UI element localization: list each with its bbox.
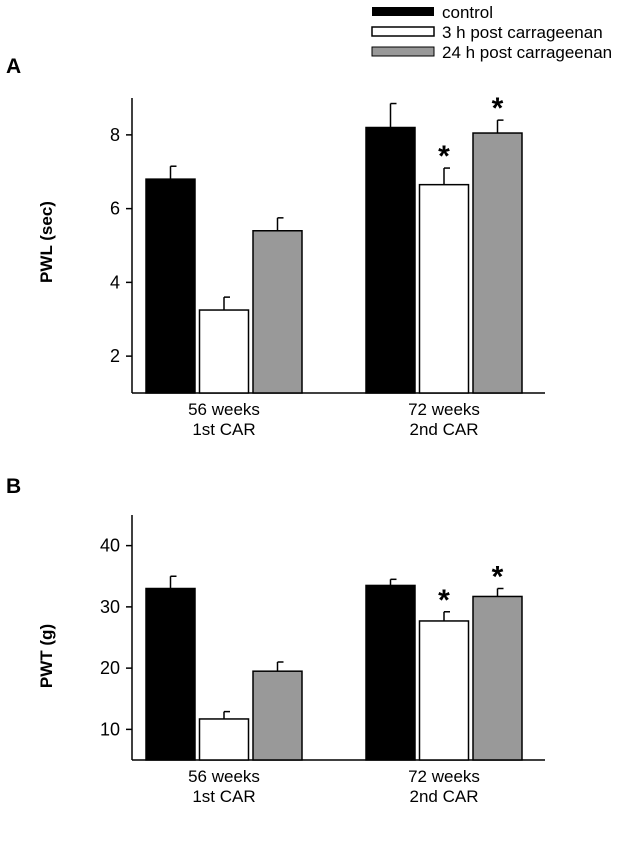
y-tick-label: 30 [100, 597, 120, 617]
significance-marker: * [492, 561, 504, 594]
legend-label-control: control [442, 3, 493, 22]
bar-b-24-h-post-carrageenan-1 [252, 670, 303, 761]
bar-a-3-h-post-carrageenan-1 [198, 309, 250, 394]
bar-b-control-2 [365, 584, 416, 761]
y-tick-label: 8 [110, 125, 120, 145]
bar-a-control-1 [145, 178, 196, 394]
y-tick-label: 2 [110, 346, 120, 366]
panel-a-label: A [6, 55, 21, 78]
bar-a-3-h-post-carrageenan-2 [418, 183, 470, 394]
bar-a-24-h-post-carrageenan-2 [472, 132, 523, 394]
bar-b-24-h-post-carrageenan-2 [472, 595, 523, 761]
category-label-line2: 1st CAR [192, 420, 255, 439]
y-tick-label: 6 [110, 199, 120, 219]
category-label-line1: 56 weeks [188, 767, 260, 786]
legend-swatch-24h [371, 46, 435, 57]
legend: control 3 h post carrageenan 24 h post c… [371, 3, 612, 62]
category-label-line2: 1st CAR [192, 787, 255, 806]
panel-a-ylabel: PWL (sec) [37, 201, 56, 283]
panel-b-label: B [6, 475, 21, 498]
significance-marker: * [438, 584, 450, 617]
panel-b-ylabel: PWT (g) [37, 624, 56, 688]
y-tick-label: 4 [110, 272, 120, 292]
category-label-line2: 2nd CAR [410, 420, 479, 439]
category-label-line1: 72 weeks [408, 767, 480, 786]
y-tick-label: 20 [100, 658, 120, 678]
category-label-line1: 72 weeks [408, 400, 480, 419]
bar-b-control-1 [145, 587, 196, 761]
category-label-line2: 2nd CAR [410, 787, 479, 806]
bar-a-control-2 [365, 126, 416, 394]
legend-label-3h: 3 h post carrageenan [442, 23, 603, 42]
significance-marker: * [492, 92, 504, 125]
legend-label-24h: 24 h post carrageenan [442, 43, 612, 62]
y-tick-label: 40 [100, 536, 120, 556]
category-label-line1: 56 weeks [188, 400, 260, 419]
bar-b-3-h-post-carrageenan-2 [418, 620, 470, 761]
bar-b-3-h-post-carrageenan-1 [198, 718, 250, 761]
legend-swatch-3h [371, 26, 435, 37]
bar-a-24-h-post-carrageenan-1 [252, 230, 303, 394]
significance-marker: * [438, 140, 450, 173]
y-tick-label: 10 [100, 719, 120, 739]
legend-swatch-control [372, 7, 434, 16]
